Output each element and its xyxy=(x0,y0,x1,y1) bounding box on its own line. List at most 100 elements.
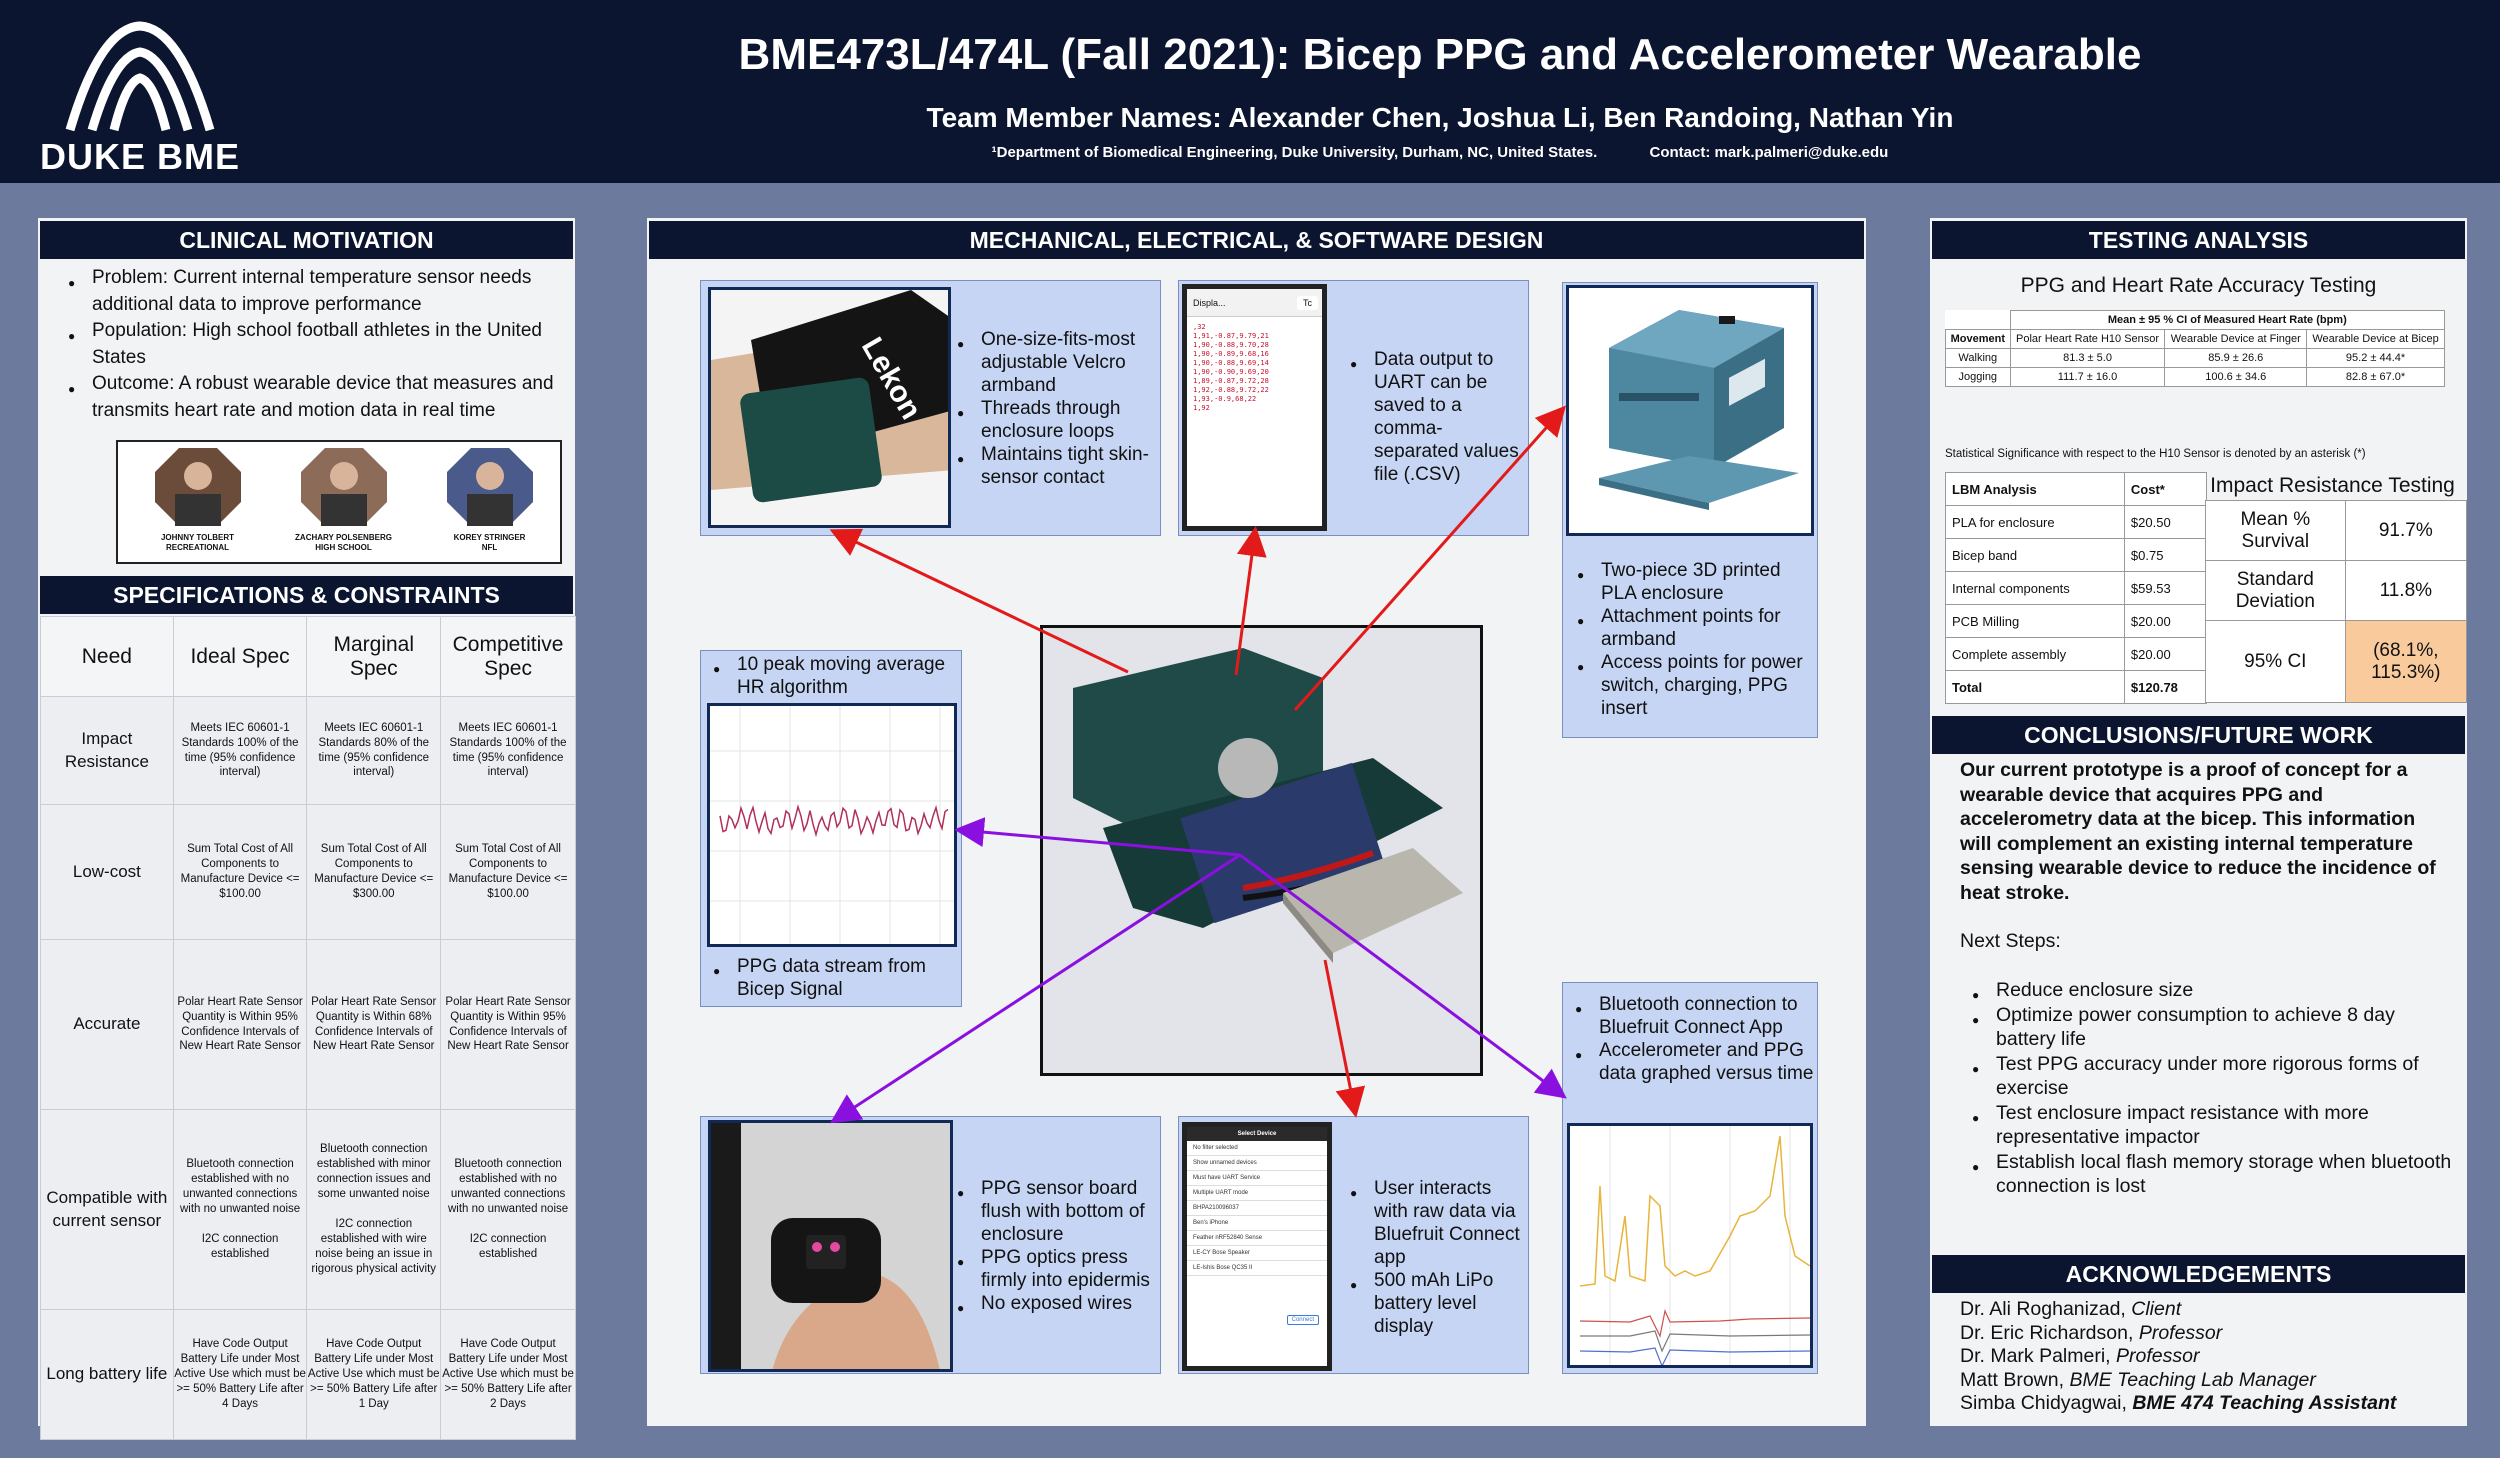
clinical-bullet: Problem: Current internal temperature se… xyxy=(62,265,572,318)
accelerometer-ppg-graph xyxy=(1567,1123,1813,1368)
conclusions-text: Our current prototype is a proof of conc… xyxy=(1960,759,2436,904)
athlete-level: RECREATIONAL xyxy=(166,543,229,552)
ppg-board-bullet: PPG sensor board flush with bottom of en… xyxy=(951,1177,1161,1246)
spec-row: Long battery life Have Code Output Batter… xyxy=(40,1309,576,1440)
csv-line: 1,89,-0.87,9.72,28 xyxy=(1193,377,1269,385)
ack-person: Dr. Eric Richardson, Professor xyxy=(1960,1322,2450,1346)
spec-cell-marginal: Bluetooth connection established with mi… xyxy=(306,1109,442,1310)
app-list-item: LE-CY Bose Speaker xyxy=(1187,1246,1327,1261)
spec-col-header: Competitive Spec xyxy=(440,616,576,697)
accuracy-cell: 81.3 ± 5.0 xyxy=(2009,348,2166,368)
lbm-row: PLA for enclosure $20.50 xyxy=(1945,505,2208,539)
ack-list: Dr. Ali Roghanizad, Client Dr. Eric Richa… xyxy=(1960,1298,2450,1416)
lbm-row: Complete assembly $20.00 xyxy=(1945,637,2208,671)
poster-header: DUKE BME BME473L/474L (Fall 2021): Bicep… xyxy=(0,0,2500,183)
logo-text: DUKE BME xyxy=(39,136,240,177)
lbm-cell: Total xyxy=(1945,670,2125,704)
spec-cell-marginal: Have Code Output Battery Life under Most… xyxy=(306,1309,442,1440)
armband-box: Lekon One-size-fits-most adjustable Velc… xyxy=(700,280,1161,536)
ack-role: Professor xyxy=(2116,1345,2200,1367)
ppg-stream-text: PPG data stream from Bicep Signal xyxy=(707,955,957,1001)
spec-cell-ideal: Sum Total Cost of All Components to Manu… xyxy=(172,804,308,940)
enclosure-bullets: Two-piece 3D printed PLA enclosureAttach… xyxy=(1571,559,1816,720)
app-list-item: Select Device xyxy=(1187,1127,1327,1141)
app-list-item: No filter selected xyxy=(1187,1141,1327,1156)
clinical-bullet: Population: High school football athlete… xyxy=(62,318,572,371)
lbm-cell: Internal components xyxy=(1945,571,2125,605)
ppg-board-photo xyxy=(708,1120,953,1372)
hr-algo-bullets: 10 peak moving average HR algorithm xyxy=(707,653,957,699)
app-list-item: Feather nRF52840 Sense xyxy=(1187,1231,1327,1246)
app-list-item: Must have UART Service xyxy=(1187,1171,1327,1186)
phone-tab-text[interactable]: Tc xyxy=(1297,295,1318,310)
athlete-photo xyxy=(154,448,241,526)
spec-row: Impact Resistance Meets IEC 60601-1 Stand… xyxy=(40,696,576,805)
csv-line: 1,90,-0.89,9.68,16 xyxy=(1193,350,1269,358)
clinical-bullets: Problem: Current internal temperature se… xyxy=(62,265,572,424)
spec-cell-need: Low-cost xyxy=(40,804,174,940)
ppg-board-box: PPG sensor board flush with bottom of en… xyxy=(700,1116,1161,1374)
affiliation: ¹Department of Biomedical Engineering, D… xyxy=(991,144,1598,161)
athlete-name: JOHNNY TOLBERT xyxy=(160,533,235,542)
impact-cell: Mean % Survival xyxy=(2205,500,2346,561)
next-step-item: Optimize power consumption to achieve 8 … xyxy=(1966,1003,2456,1052)
spec-cell-competitive: Meets IEC 60601-1 Standards 100% of the … xyxy=(440,696,576,805)
lbm-header: LBM Analysis xyxy=(1945,472,2125,506)
lbm-row: Total $120.78 xyxy=(1945,670,2208,704)
ack-person: Simba Chidyagwai, BME 474 Teaching Assis… xyxy=(1960,1392,2450,1416)
athlete-card: ZACHARY POLSENBERG HIGH SCHOOL xyxy=(276,446,411,562)
spec-cell-ideal: Meets IEC 60601-1 Standards 100% of the … xyxy=(172,696,308,805)
testing-heading: TESTING ANALYSIS xyxy=(1932,221,2465,259)
accuracy-row: Walking 81.3 ± 5.0 85.9 ± 26.6 95.2 ± 44.4* xyxy=(1945,348,2445,368)
ack-name: Matt Brown, xyxy=(1960,1368,2070,1391)
contact: Contact: mark.palmeri@duke.edu xyxy=(1649,144,1889,161)
bluefruit-bullets: User interacts with raw data via Bluefru… xyxy=(1344,1177,1529,1338)
spec-cell-competitive: Sum Total Cost of All Components to Manu… xyxy=(440,804,576,940)
app-connect-button[interactable]: Connect xyxy=(1286,1315,1319,1325)
device-photo xyxy=(1040,625,1483,1076)
lbm-row: Internal components $59.53 xyxy=(1945,571,2208,605)
app-list-item: LE-Ishis Bose QC35 II xyxy=(1187,1261,1327,1276)
spec-cell-need: Accurate xyxy=(40,939,174,1110)
spec-cell-competitive: Bluetooth connection established with no… xyxy=(440,1109,576,1310)
spec-cell-marginal: Meets IEC 60601-1 Standards 80% of the t… xyxy=(306,696,442,805)
poster-title: BME473L/474L (Fall 2021): Bicep PPG and … xyxy=(738,30,2142,79)
hr-algo-text: 10 peak moving average HR algorithm xyxy=(707,653,957,699)
ack-name: Simba Chidyagwai, xyxy=(1960,1392,2133,1414)
spec-cell-ideal: Have Code Output Battery Life under Most… xyxy=(172,1309,308,1440)
ppg-signal-plot xyxy=(707,703,957,947)
spec-col-header: Marginal Spec xyxy=(306,616,442,697)
impact-cell: (68.1%, 115.3%) xyxy=(2344,620,2468,703)
csv-output: ,32 1,91,-0.87,9.79,21 1,90,-0.88,9.70,28 1… xyxy=(1187,317,1322,419)
accuracy-header: Movement xyxy=(1945,329,2011,349)
lbm-header: Cost* xyxy=(2123,472,2208,506)
app-list-item: Ben's iPhone xyxy=(1187,1216,1327,1231)
accuracy-header: Wearable Device at Finger xyxy=(2164,329,2308,349)
ack-role: Professor xyxy=(2138,1321,2223,1344)
spec-cell-need: Compatible with current sensor xyxy=(40,1109,174,1310)
ppg-stream-bullets: PPG data stream from Bicep Signal xyxy=(707,955,957,1001)
lbm-cell: $0.75 xyxy=(2123,538,2208,572)
clinical-bullet: Outcome: A robust wearable device that m… xyxy=(62,371,572,424)
ble-bullet: Accelerometer and PPG data graphed versu… xyxy=(1569,1039,1817,1085)
ack-role: BME 474 Teaching Assistant xyxy=(2132,1392,2397,1414)
athlete-photos: JOHNNY TOLBERT RECREATIONAL ZACHARY POLSEN… xyxy=(116,440,562,564)
specs-heading: SPECIFICATIONS & CONSTRAINTS xyxy=(40,576,573,614)
csv-bullets: Data output to UART can be saved to a co… xyxy=(1344,348,1524,486)
lbm-cell: Complete assembly xyxy=(1945,637,2125,671)
csv-line: 1,90,-0.88,9.69,14 xyxy=(1193,359,1269,367)
next-step-item: Reduce enclosure size xyxy=(1966,978,2456,1007)
ppg-board-bullet: PPG optics press firmly into epidermis xyxy=(951,1246,1161,1292)
bluetooth-graph-box: Bluetooth connection to Bluefruit Connec… xyxy=(1562,982,1818,1374)
bluefruit-box: Select Device No filter selected Show unna… xyxy=(1178,1116,1529,1374)
ack-name: Dr. Eric Richardson, xyxy=(1960,1321,2139,1344)
app-list-item: Show unnamed devices xyxy=(1187,1156,1327,1171)
lbm-cell: Bicep band xyxy=(1945,538,2125,572)
csv-bullet: Data output to UART can be saved to a co… xyxy=(1344,348,1524,486)
ack-name: Dr. Ali Roghanizad, xyxy=(1960,1298,2132,1320)
spec-cell-need: Impact Resistance xyxy=(40,696,174,805)
lbm-row: Bicep band $0.75 xyxy=(1945,538,2208,572)
lbm-table: LBM Analysis Cost* PLA for enclosure $20.5… xyxy=(1945,472,2208,704)
phone-tab-display[interactable]: Displa... xyxy=(1193,297,1226,308)
